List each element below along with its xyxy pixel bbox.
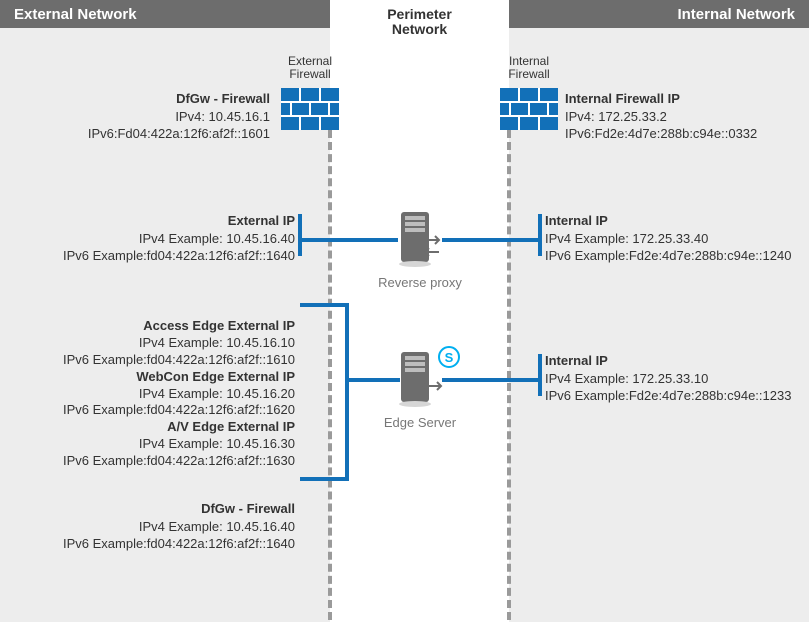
edge-ext-trunk	[345, 303, 349, 481]
int-ip-edge-title: Internal IP	[545, 352, 805, 370]
int-fw-ipv6: IPv6:Fd2e:4d7e:288b:c94e::0332	[565, 125, 805, 143]
header-internal: Internal Network	[509, 0, 809, 28]
ext-rp-conn	[298, 238, 398, 242]
header-perimeter-label-1: Perimeter	[387, 7, 452, 22]
edge-ext-branch-top	[300, 303, 349, 307]
int-ip-rp-block: Internal IP IPv4 Example: 172.25.33.40 I…	[545, 212, 805, 265]
header-external-label: External Network	[14, 6, 137, 23]
ext-ip-title: External IP	[20, 212, 295, 230]
ext-dfgw2-title: DfGw - Firewall	[20, 500, 295, 518]
ext-dfgw2-ipv6: IPv6 Example:fd04:422a:12f6:af2f::1640	[20, 535, 295, 553]
reverse-proxy-label: Reverse proxy	[370, 275, 470, 290]
ext-dfgw-ipv6: IPv6:Fd04:422a:12f6:af2f::1601	[30, 125, 270, 143]
ext-dfgw-block: DfGw - Firewall IPv4: 10.45.16.1 IPv6:Fd…	[30, 90, 270, 143]
header-perimeter: Perimeter Network	[330, 0, 509, 42]
edge-ext-block: Access Edge External IP IPv4 Example: 10…	[20, 318, 295, 470]
external-boundary-line	[328, 130, 332, 620]
int-fw-ipv4: IPv4: 172.25.33.2	[565, 108, 805, 126]
reverse-proxy-icon	[395, 210, 445, 270]
webcon-edge-ipv4: IPv4 Example: 10.45.16.20	[20, 386, 295, 403]
edge-server-label: Edge Server	[370, 415, 470, 430]
int-ip-rp-ipv6: IPv6 Example:Fd2e:4d7e:288b:c94e::1240	[545, 247, 805, 265]
edge-ext-branch-bot	[300, 477, 349, 481]
internal-firewall-icon	[500, 88, 558, 130]
int-fw-title: Internal Firewall IP	[565, 90, 805, 108]
int-fw-block: Internal Firewall IP IPv4: 172.25.33.2 I…	[565, 90, 805, 143]
av-edge-title: A/V Edge External IP	[20, 419, 295, 436]
ext-ip-block: External IP IPv4 Example: 10.45.16.40 IP…	[20, 212, 295, 265]
int-ip-rp-title: Internal IP	[545, 212, 805, 230]
int-ip-rp-ipv4: IPv4 Example: 172.25.33.40	[545, 230, 805, 248]
external-firewall-icon	[281, 88, 339, 130]
int-ip-edge-ipv6: IPv6 Example:Fd2e:4d7e:288b:c94e::1233	[545, 387, 805, 405]
header-internal-label: Internal Network	[677, 6, 795, 23]
access-edge-ipv4: IPv4 Example: 10.45.16.10	[20, 335, 295, 352]
internal-boundary-line	[507, 130, 511, 620]
ext-dfgw-ipv4: IPv4: 10.45.16.1	[30, 108, 270, 126]
ext-dfgw-title: DfGw - Firewall	[30, 90, 270, 108]
perimeter-zone	[330, 28, 509, 622]
int-ip-edge-block: Internal IP IPv4 Example: 172.25.33.10 I…	[545, 352, 805, 405]
ext-dfgw2-block: DfGw - Firewall IPv4 Example: 10.45.16.4…	[20, 500, 295, 553]
access-edge-title: Access Edge External IP	[20, 318, 295, 335]
edge-ext-main	[345, 378, 400, 382]
av-edge-ipv6: IPv6 Example:fd04:422a:12f6:af2f::1630	[20, 453, 295, 470]
int-edge-conn	[442, 378, 542, 382]
webcon-edge-title: WebCon Edge External IP	[20, 369, 295, 386]
ext-ip-ipv4: IPv4 Example: 10.45.16.40	[20, 230, 295, 248]
access-edge-ipv6: IPv6 Example:fd04:422a:12f6:af2f::1610	[20, 352, 295, 369]
ext-dfgw2-ipv4: IPv4 Example: 10.45.16.40	[20, 518, 295, 536]
webcon-edge-ipv6: IPv6 Example:fd04:422a:12f6:af2f::1620	[20, 402, 295, 419]
header-external: External Network	[0, 0, 330, 28]
skype-icon: S	[438, 346, 460, 368]
ext-rp-conn-cap	[298, 214, 302, 256]
header-perimeter-label-2: Network	[392, 22, 447, 37]
int-edge-conn-cap	[538, 354, 542, 396]
internal-firewall-label: Internal Firewall	[504, 55, 554, 81]
int-ip-edge-ipv4: IPv4 Example: 172.25.33.10	[545, 370, 805, 388]
external-firewall-label: External Firewall	[285, 55, 335, 81]
svg-text:S: S	[445, 350, 454, 365]
av-edge-ipv4: IPv4 Example: 10.45.16.30	[20, 436, 295, 453]
ext-ip-ipv6: IPv6 Example:fd04:422a:12f6:af2f::1640	[20, 247, 295, 265]
int-rp-conn-cap	[538, 214, 542, 256]
int-rp-conn	[442, 238, 542, 242]
